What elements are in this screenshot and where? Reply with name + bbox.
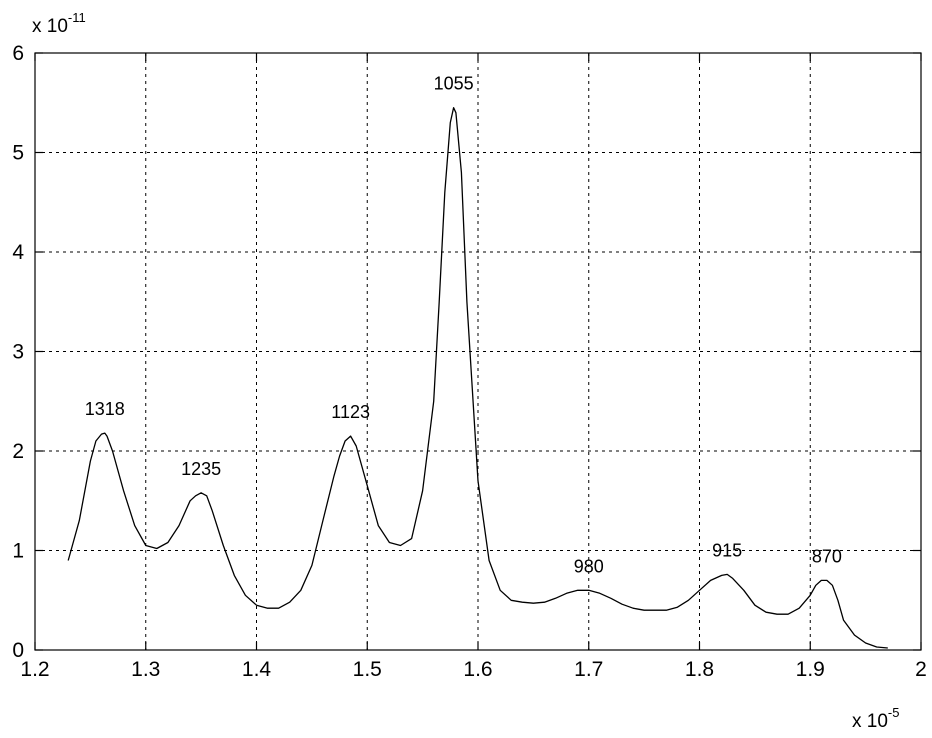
- x-tick-label: 1.8: [685, 658, 714, 681]
- tick-marks: [34, 52, 922, 651]
- y-tick-label: 5: [12, 142, 24, 165]
- peak-annotations: 1318 1235 1123 1055 980 915 870: [85, 74, 842, 577]
- y-tick-label: 4: [12, 241, 24, 264]
- peak-label: 1235: [181, 459, 221, 479]
- grid-lines: [35, 53, 921, 650]
- y-exponent-base: x 10: [32, 16, 68, 37]
- x-axis-exponent: x 10-5: [852, 705, 899, 732]
- x-exponent-base: x 10: [852, 711, 888, 732]
- x-tick-label: 1.4: [242, 658, 272, 681]
- y-tick-label: 2: [12, 440, 24, 463]
- y-tick-labels: 0 1 2 3 4 5 6: [12, 42, 24, 662]
- x-tick-label: 1.6: [463, 658, 492, 681]
- peak-label: 915: [712, 540, 742, 560]
- peak-label: 870: [812, 546, 842, 566]
- peak-label: 1123: [331, 402, 370, 422]
- x-tick-label: 1.7: [574, 658, 603, 681]
- peak-label: 1318: [85, 399, 125, 419]
- y-axis-exponent: x 10-11: [32, 10, 86, 37]
- x-exponent-power: -5: [888, 705, 900, 720]
- x-tick-label: 2: [915, 658, 927, 681]
- y-tick-label: 3: [12, 341, 24, 364]
- y-tick-label: 0: [12, 639, 24, 662]
- peak-label: 1055: [434, 74, 474, 94]
- peak-label: 980: [574, 556, 604, 576]
- x-tick-label: 1.3: [131, 658, 160, 681]
- x-tick-labels: 1.2 1.3 1.4 1.5 1.6 1.7 1.8 1.9 2: [20, 658, 926, 681]
- x-tick-label: 1.5: [353, 658, 382, 681]
- y-exponent-power: -11: [68, 10, 86, 25]
- x-tick-label: 1.9: [796, 658, 825, 681]
- spectrum-series-line: [67, 107, 888, 649]
- y-tick-label: 6: [12, 42, 24, 65]
- x-tick-label: 1.2: [20, 658, 49, 681]
- y-tick-label: 1: [12, 540, 24, 563]
